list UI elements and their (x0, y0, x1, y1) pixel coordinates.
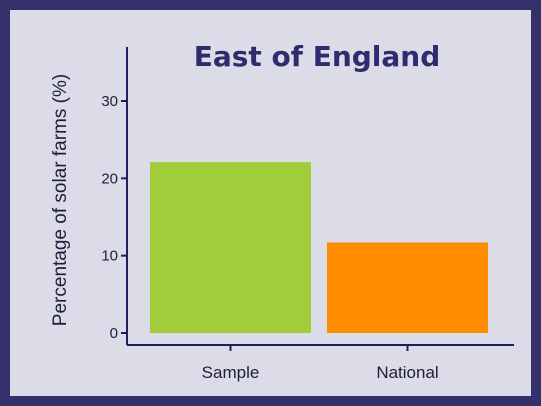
x-categories-group: Sample National (202, 345, 439, 382)
y-tick-label: 0 (110, 325, 118, 342)
bar-national (327, 242, 488, 333)
x-category-label: National (376, 363, 438, 382)
bars-group (150, 162, 488, 333)
y-axis-label: Percentage of solar farms (%) (50, 74, 71, 326)
x-category-label: Sample (202, 363, 260, 382)
y-tick-label: 30 (101, 93, 118, 110)
y-ticks-group: 0 10 20 30 (101, 93, 127, 342)
bar-sample (150, 162, 311, 333)
y-tick-label: 20 (101, 170, 118, 187)
y-tick-label: 10 (101, 248, 118, 265)
chart-title: East of England (194, 40, 441, 73)
